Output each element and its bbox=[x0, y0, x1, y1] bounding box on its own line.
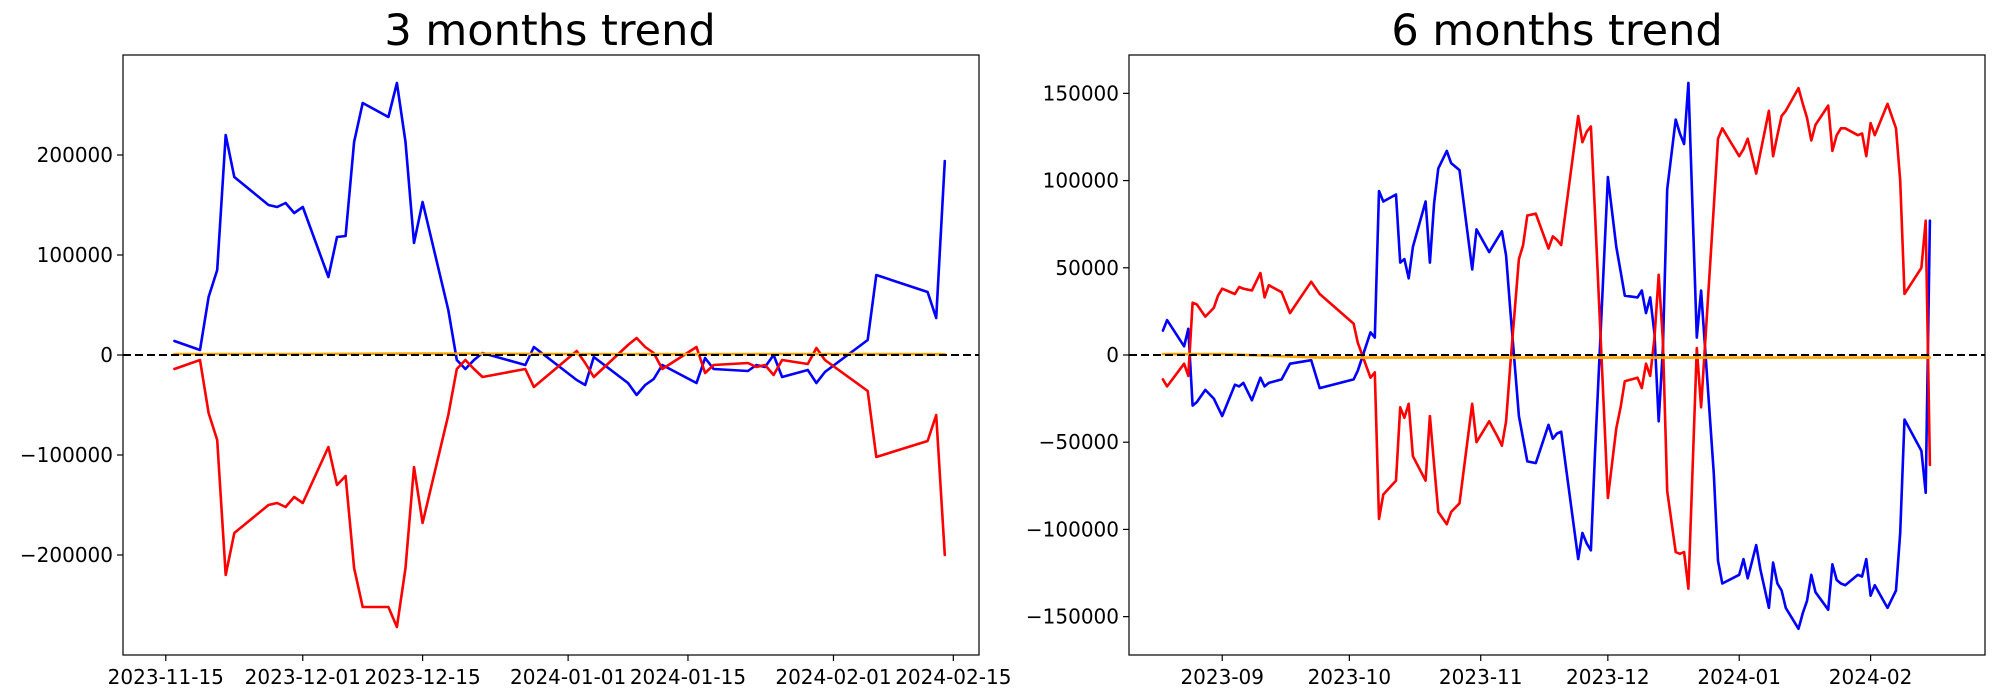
x-tick-label: 2024-02-01 bbox=[775, 665, 891, 689]
x-tick-label: 2024-02 bbox=[1829, 665, 1913, 689]
y-tick-label: 150000 bbox=[1043, 81, 1119, 105]
y-tick-label: 200000 bbox=[37, 143, 113, 167]
x-tick-label: 2023-12-15 bbox=[364, 665, 480, 689]
x-tick-label: 2024-01 bbox=[1697, 665, 1781, 689]
x-tick-label: 2023-10 bbox=[1308, 665, 1392, 689]
series-line bbox=[1161, 352, 1932, 359]
y-tick-label: 100000 bbox=[1043, 169, 1119, 193]
axes-frame bbox=[122, 54, 980, 656]
series-line bbox=[1161, 86, 1932, 591]
y-tick-label: 0 bbox=[100, 343, 113, 367]
y-tick-label: −100000 bbox=[1026, 517, 1119, 541]
y-tick-label: 0 bbox=[1106, 343, 1119, 367]
x-tick-label: 2024-01-15 bbox=[630, 665, 746, 689]
x-tick-label: 2023-12 bbox=[1566, 665, 1650, 689]
x-tick-label: 2023-11 bbox=[1439, 665, 1523, 689]
axes-content: 200000 100000 0 −100000 −200000 2023-11-15 202… bbox=[20, 81, 1011, 689]
series-line bbox=[173, 336, 947, 629]
y-tick-label: −100000 bbox=[20, 443, 113, 467]
y-tick-label: −50000 bbox=[1039, 430, 1119, 454]
x-tick-label: 2023-11-15 bbox=[108, 665, 224, 689]
y-tick-label: 50000 bbox=[1055, 256, 1119, 280]
series-group bbox=[1161, 81, 1932, 631]
y-tick-label: 100000 bbox=[37, 243, 113, 267]
axes-content: 150000 100000 50000 0 −50000 −100000 −150000 20… bbox=[1026, 81, 1985, 689]
x-tick-label: 2023-09 bbox=[1180, 665, 1264, 689]
axes-frame bbox=[1128, 54, 1986, 656]
chart-3-months: 3 months trend 200000 100000 0 −100000 −2000… bbox=[20, 6, 1012, 689]
chart-6-months: 6 months trend 150000 100000 50000 0 −50000 −… bbox=[1026, 6, 1986, 689]
chart-title: 6 months trend bbox=[1391, 6, 1722, 56]
y-tick-label: −150000 bbox=[1026, 605, 1119, 629]
y-tick-label: −200000 bbox=[20, 543, 113, 567]
x-tick-label: 2023-12-01 bbox=[245, 665, 361, 689]
x-tick-label: 2024-02-15 bbox=[895, 665, 1011, 689]
chart-title: 3 months trend bbox=[384, 6, 715, 56]
x-tick-label: 2024-01-01 bbox=[510, 665, 626, 689]
series-line bbox=[1161, 81, 1932, 631]
